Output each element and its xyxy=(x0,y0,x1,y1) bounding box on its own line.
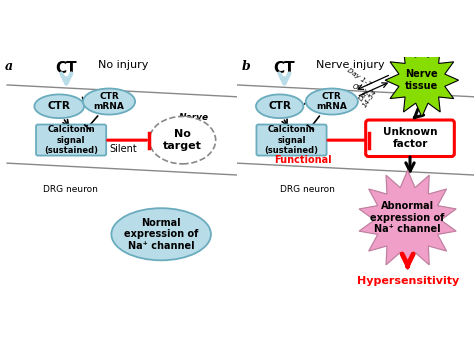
Text: Silent: Silent xyxy=(109,144,137,154)
Text: Day 1-7: Day 1-7 xyxy=(346,68,372,88)
FancyBboxPatch shape xyxy=(256,125,327,155)
Text: Day
14-54: Day 14-54 xyxy=(356,85,379,109)
Text: CT: CT xyxy=(55,61,77,76)
Text: Unknown
factor: Unknown factor xyxy=(383,127,437,149)
Text: Abnormal
expression of
Na⁺ channel: Abnormal expression of Na⁺ channel xyxy=(371,201,445,234)
Text: Normal
expression of
Na⁺ channel: Normal expression of Na⁺ channel xyxy=(124,218,198,251)
Text: CTR: CTR xyxy=(48,101,71,111)
Text: CTR
mRNA: CTR mRNA xyxy=(316,92,347,111)
Text: CT: CT xyxy=(273,61,295,76)
Text: Nerve
tissue: Nerve tissue xyxy=(405,69,438,91)
Text: Nerve injury: Nerve injury xyxy=(317,60,385,70)
Text: Calcitonin
signal
(sustained): Calcitonin signal (sustained) xyxy=(264,125,319,155)
Text: No
target: No target xyxy=(163,130,202,151)
FancyBboxPatch shape xyxy=(366,120,454,156)
Text: Calcitonin
signal
(sustained): Calcitonin signal (sustained) xyxy=(44,125,98,155)
Ellipse shape xyxy=(34,94,84,118)
Polygon shape xyxy=(359,170,456,270)
FancyBboxPatch shape xyxy=(36,125,106,155)
Text: DRG neuron: DRG neuron xyxy=(280,185,335,194)
Ellipse shape xyxy=(83,89,135,114)
Text: Nerve
tissue: Nerve tissue xyxy=(179,113,210,133)
Text: a: a xyxy=(5,60,13,73)
Text: CTR
mRNA: CTR mRNA xyxy=(93,92,125,111)
Ellipse shape xyxy=(306,89,358,114)
Text: DRG neuron: DRG neuron xyxy=(43,185,98,194)
Ellipse shape xyxy=(111,208,211,260)
Text: Hypersensitivity: Hypersensitivity xyxy=(356,276,459,286)
Polygon shape xyxy=(385,43,459,117)
Text: CTR: CTR xyxy=(268,101,291,111)
Ellipse shape xyxy=(256,94,303,118)
Ellipse shape xyxy=(149,117,216,164)
Text: No injury: No injury xyxy=(98,60,148,70)
Text: Or: Or xyxy=(353,84,361,90)
Text: Functional: Functional xyxy=(274,155,332,164)
Text: b: b xyxy=(242,60,250,73)
